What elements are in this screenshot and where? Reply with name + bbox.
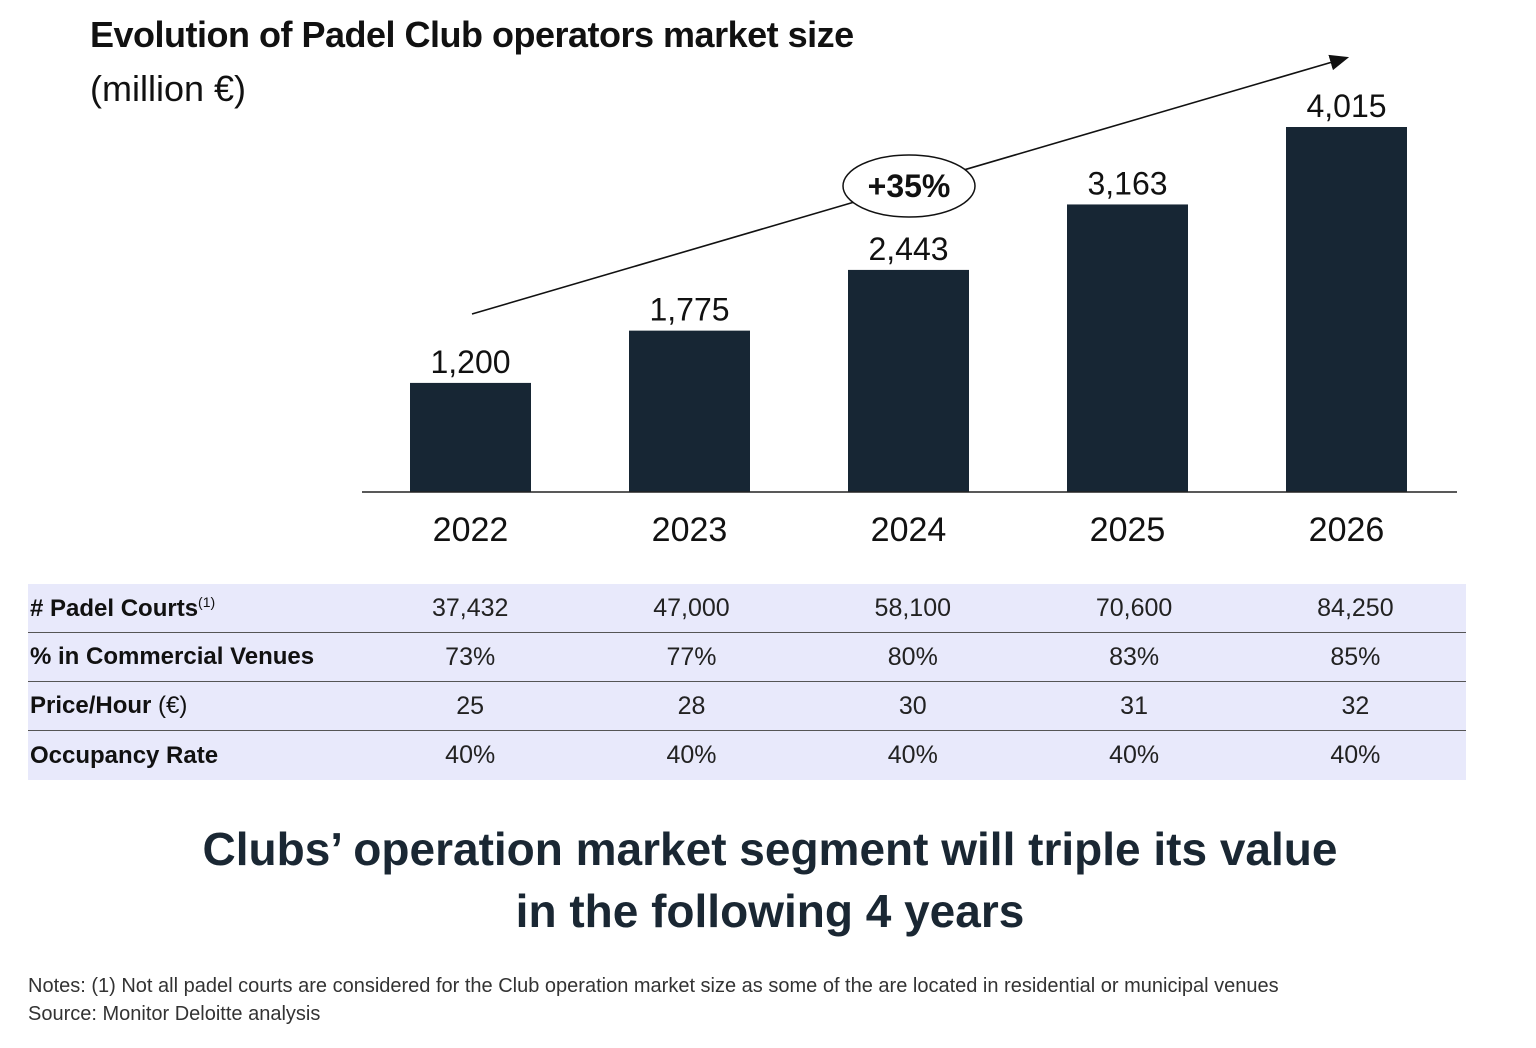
table-cell: 47,000	[653, 593, 730, 622]
table-cell: 73%	[445, 642, 496, 671]
metrics-table: # Padel Courts(1) 37,432 47,000 58,100 70,60…	[28, 584, 1466, 780]
row-label: % in Commercial Venues	[28, 643, 360, 671]
row-label: Price/Hour (€)	[28, 692, 360, 720]
table-cell: 37,432	[431, 593, 509, 622]
table-cell: 58,100	[874, 593, 952, 622]
table-cell: 30	[898, 691, 927, 720]
table-cell: 28	[677, 691, 706, 720]
table-cell: 40%	[887, 741, 938, 769]
table-cell: 32	[1341, 691, 1370, 720]
row-label-text: % in Commercial Venues	[30, 643, 315, 670]
table-cell: 77%	[666, 642, 717, 671]
row-label-text: Price/Hour	[30, 692, 152, 719]
table-cell: 80%	[887, 642, 938, 671]
value-label-2022: 1,200	[430, 344, 510, 380]
cagr-bubble	[842, 154, 976, 218]
category-label-2023: 2023	[652, 511, 728, 549]
value-label-2023: 1,775	[649, 292, 729, 328]
bar-2024	[848, 269, 969, 492]
value-label-2024: 2,443	[868, 231, 948, 267]
table-row: % in Commercial Venues 73% 77% 80% 83% 85%	[28, 633, 1466, 682]
table-cell: 70,600	[1095, 593, 1173, 622]
bar-chart: 1,200 2022 1,775 2023 2,443 2024 3,163 2025 4,01…	[362, 54, 1457, 549]
bar-2022	[410, 382, 531, 492]
cagr-label: +35%	[868, 168, 951, 204]
table-cell: 40%	[1330, 741, 1381, 769]
bar-2025	[1067, 204, 1188, 493]
category-label-2022: 2022	[433, 511, 509, 549]
table-cell: 40%	[445, 741, 496, 769]
bars: 1,200 2022 1,775 2023 2,443 2024 3,163 2025 4,01…	[410, 88, 1407, 549]
table-cell: 85%	[1330, 642, 1381, 671]
table-row: Occupancy Rate 40% 40% 40% 40% 40%	[28, 731, 1466, 780]
table-cell: 40%	[1109, 741, 1160, 769]
table-row: Price/Hour (€) 25 28 30 31 32	[28, 682, 1466, 731]
row-label-text: # Padel Courts	[30, 594, 199, 622]
table-cell: 84,250	[1317, 593, 1394, 622]
footnote-note: Notes: (1) Not all padel courts are cons…	[28, 975, 1279, 997]
value-label-2025: 3,163	[1087, 165, 1167, 201]
headline-line-2: in the following 4 years	[515, 885, 1025, 937]
row-label-unit: (€)	[151, 692, 188, 719]
headline: Clubs’ operation market segment will tri…	[0, 818, 1536, 942]
category-label-2024: 2024	[871, 511, 947, 549]
headline-line-1: Clubs’ operation market segment will tri…	[202, 823, 1338, 875]
table-row: # Padel Courts(1) 37,432 47,000 58,100 70,60…	[28, 584, 1466, 633]
bar-2026	[1286, 127, 1407, 492]
chart-title: Evolution of Padel Club operators market…	[90, 14, 854, 55]
table-cell: 25	[456, 691, 485, 720]
table-cell: 31	[1120, 691, 1148, 720]
row-label-text: Occupancy Rate	[30, 741, 219, 769]
table-cell: 40%	[666, 741, 717, 769]
row-label: Occupancy Rate	[28, 742, 360, 770]
chart-subtitle: (million €)	[90, 68, 247, 109]
table-cell: 83%	[1109, 642, 1160, 671]
value-label-2026: 4,015	[1306, 88, 1386, 124]
category-label-2026: 2026	[1309, 511, 1385, 549]
footnote-source: Source: Monitor Deloitte analysis	[28, 1003, 321, 1025]
category-label-2025: 2025	[1090, 511, 1166, 549]
row-label-footnote-ref: (1)	[198, 593, 216, 610]
bar-2023	[629, 330, 750, 492]
footnotes: Notes: (1) Not all padel courts are cons…	[28, 972, 1279, 1028]
row-label: # Padel Courts(1)	[28, 594, 360, 623]
